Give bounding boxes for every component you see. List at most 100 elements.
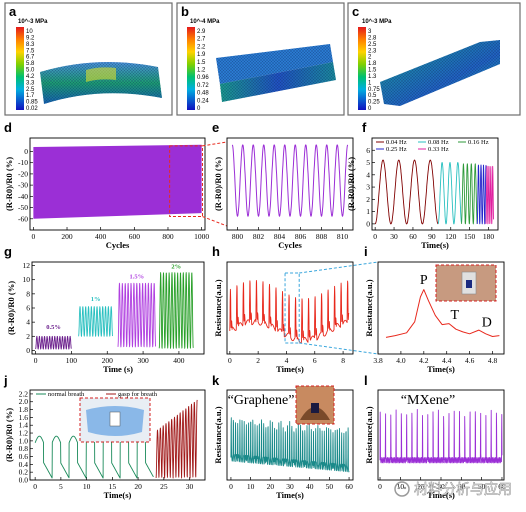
y-axis-label: (R-R0)/R0 (%) — [346, 157, 356, 211]
x-tick-label: 20 — [134, 482, 142, 491]
plot-frame — [226, 137, 354, 231]
colorbar-ticks-a: 109.28.37.56.75.85.04.23.32.51.70.850.02 — [26, 29, 38, 112]
x-tick-label: 4.6 — [465, 356, 475, 365]
zoom-connector — [299, 261, 379, 274]
colorbar-tick: 7.5 — [26, 48, 35, 54]
colorbar-c — [358, 27, 366, 110]
series-line — [437, 162, 462, 225]
colorbar-tick: 0.02 — [26, 106, 38, 112]
panel-letter-k: k — [212, 373, 220, 388]
legend-label: gasp for breath — [118, 391, 158, 398]
x-tick-label: 8 — [341, 356, 345, 365]
x-tick-label: 0 — [33, 482, 37, 491]
strain-annotation: 0.5% — [46, 324, 61, 331]
colorbar-tick: 2.7 — [197, 37, 206, 43]
colorbar-tick: 1.5 — [368, 68, 377, 74]
x-tick-label: 200 — [61, 232, 73, 241]
x-tick-label: 120 — [445, 232, 457, 241]
x-tick-label: 4.4 — [442, 356, 452, 365]
x-tick-label: 30 — [286, 482, 294, 491]
series-line — [231, 144, 349, 217]
x-axis-label: Time(s) — [104, 490, 132, 500]
x-tick-label: 800 — [232, 232, 244, 241]
series-line — [485, 165, 494, 225]
series-line — [117, 282, 157, 348]
x-tick-label: 60 — [409, 232, 417, 241]
chart-i: 3.8 4.0 4.2 4.4 4.6 4.8 Time(s) Resistance(a.u.… — [364, 261, 505, 374]
x-axis-label: Time (s) — [103, 364, 133, 374]
y-tick-label: 0 — [24, 147, 28, 156]
x-tick-label: 4 — [285, 356, 289, 365]
colorbar-tick: 8.3 — [26, 42, 35, 48]
y-tick-label: 0.6 — [19, 452, 29, 461]
x-tick-label: 200 — [102, 356, 114, 365]
series-line — [461, 163, 478, 225]
y-tick-label: 12 — [23, 261, 31, 270]
x-tick-label: 600 — [129, 232, 141, 241]
legend-label: 0.04 Hz — [386, 139, 407, 146]
x-tick-label: 50 — [326, 482, 334, 491]
plot-frame — [371, 137, 499, 231]
y-tick-label: 0.4 — [19, 460, 29, 469]
y-tick-label: 0.8 — [19, 444, 29, 453]
colorbar-tick: 5.8 — [26, 61, 35, 67]
x-tick-label: 100 — [66, 356, 78, 365]
x-tick-label: 10 — [83, 482, 91, 491]
x-axis-label: Time(s) — [427, 490, 455, 500]
colorbar-tick: 0 — [368, 106, 372, 112]
y-tick-label: 8 — [26, 289, 30, 298]
series-line — [34, 435, 154, 479]
series-line — [78, 306, 114, 337]
series-line — [155, 399, 198, 479]
chart-h: 0 2 4 6 8 Time(s) Resistance(a.u.) — [213, 261, 379, 374]
x-axis-label: Cycles — [106, 240, 130, 250]
y-tick-label: 0 — [366, 219, 370, 228]
colorbar-tick: 4.2 — [26, 74, 35, 80]
legend-label: 0.25 Hz — [386, 146, 407, 153]
x-tick-label: 804 — [274, 232, 286, 241]
y-tick-label: -60 — [18, 214, 28, 223]
series-line — [229, 280, 350, 344]
x-tick-label: 0 — [31, 232, 35, 241]
y-tick-label: 4 — [26, 318, 30, 327]
colorbar-ticks-b: 2.9 2.72.2 1.9 1.5 1.20.96 0.72 0.480.24 0 — [197, 29, 209, 112]
x-axis-label: Time(s) — [276, 364, 304, 374]
y-tick-label: 3 — [366, 183, 370, 192]
colorbar-tick: 10 — [26, 29, 33, 35]
colorbar-tick: 9.2 — [26, 35, 35, 41]
mask-photo-j — [79, 397, 151, 443]
y-axis-label: (R-R0)/R0 (%) — [4, 157, 14, 211]
colorbar-tick: 0.25 — [368, 100, 380, 106]
series-line — [35, 335, 72, 350]
watermark-text: 材料分析与应用 — [414, 481, 512, 498]
plot-frame — [377, 261, 505, 355]
x-tick-label: 20 — [267, 482, 275, 491]
x-tick-label: 30 — [437, 482, 445, 491]
x-tick-label: 806 — [295, 232, 307, 241]
colorbar-tick: 0.96 — [197, 75, 209, 81]
panel-letter-i: i — [364, 244, 368, 259]
colorbar-title-a: 10^-3 MPa — [18, 19, 48, 25]
y-tick-label: 1.6 — [19, 413, 29, 422]
colorbar-tick: 2.9 — [197, 29, 206, 35]
material-label: “MXene” — [401, 393, 455, 408]
cycle-envelope — [33, 144, 202, 219]
chart-d: 0 200 400 600 800 1000 0 -10 -20 -30 -40 -50 -60 Cycl… — [4, 137, 228, 250]
y-tick-label: 5 — [366, 158, 370, 167]
x-tick-label: 0 — [34, 356, 38, 365]
colorbar-tick: 3.3 — [26, 80, 35, 86]
x-tick-label: 10 — [247, 482, 255, 491]
y-tick-label: 0.0 — [19, 476, 29, 485]
series-line — [230, 417, 350, 473]
y-axis-label: (R-R0)/R0 (%) — [213, 157, 223, 211]
colorbar-tick: 1.5 — [197, 60, 206, 66]
y-tick-label: 10 — [23, 275, 31, 284]
colorbar-tick: 0 — [197, 106, 201, 112]
charts: 0 200 400 600 800 10000-10-20-30-40-50-60Cycl… — [4, 137, 506, 500]
y-tick-label: -10 — [18, 158, 28, 167]
y-axis-label: Resistance(a.u.) — [213, 406, 223, 463]
x-tick-label: 90 — [428, 232, 436, 241]
panel-letter-l: l — [364, 373, 368, 388]
y-tick-label: -40 — [18, 192, 28, 201]
x-axis-label: Cycles — [278, 240, 302, 250]
